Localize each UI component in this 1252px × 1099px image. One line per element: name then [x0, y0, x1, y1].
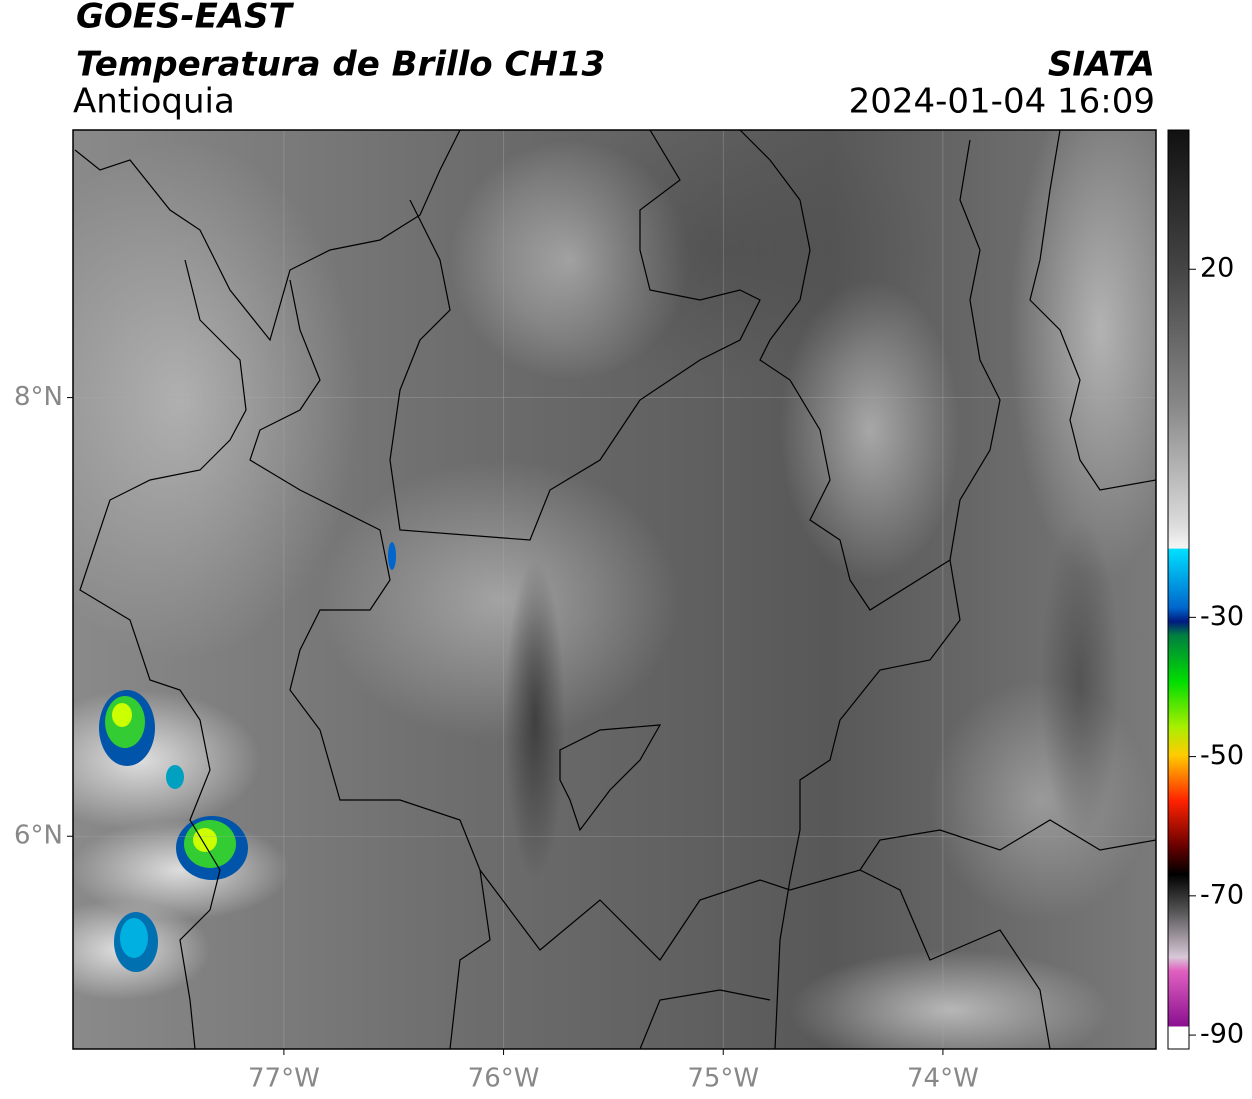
colorbar-tick-label: 20 [1200, 253, 1234, 284]
lat-tick-label: 8°N [14, 382, 63, 412]
lon-tick-label: 77°W [248, 1064, 320, 1094]
colorbar-tick-label: -30 [1200, 601, 1244, 632]
title: Temperatura de Brillo CH13 [76, 45, 605, 85]
map-image [73, 130, 1156, 1049]
lon-tick-label: 74°W [907, 1064, 979, 1094]
colorbar-tick-label: -70 [1200, 879, 1244, 910]
datetime: 2024-01-04 16:09 [849, 82, 1155, 122]
colorbar-tick-label: -50 [1200, 740, 1244, 771]
colorbar [1167, 129, 1190, 1050]
lat-tick-label: 6°N [14, 821, 63, 851]
source: SIATA [1048, 45, 1155, 85]
map-frame [72, 129, 1157, 1050]
lon-tick-label: 76°W [468, 1064, 540, 1094]
title: GOES-EAST [76, 0, 295, 37]
graticule [73, 130, 1156, 1049]
region: Antioquia [73, 82, 235, 122]
borders [74, 130, 1156, 1049]
colorbar-tick-label: -90 [1200, 1019, 1244, 1050]
lon-tick-label: 75°W [687, 1064, 759, 1094]
